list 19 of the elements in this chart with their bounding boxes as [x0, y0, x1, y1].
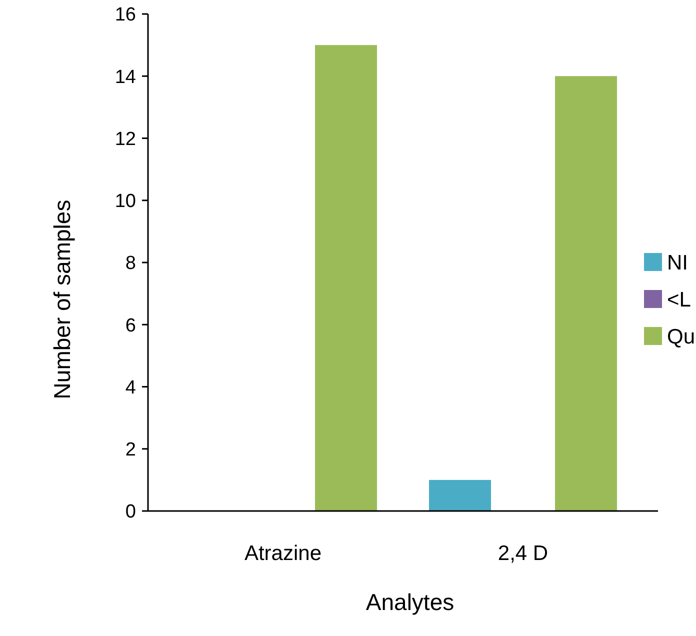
y-tick-label: 2: [125, 440, 136, 461]
y-tick-label: 12: [114, 128, 136, 150]
x-axis-title: Analytes: [366, 589, 454, 615]
bar: [315, 45, 377, 511]
legend-label: <L: [667, 288, 691, 312]
y-tick-label: 10: [114, 191, 136, 212]
legend-label: NI: [667, 251, 688, 274]
y-tick-label: 4: [125, 377, 136, 398]
y-tick-label: 8: [125, 253, 136, 274]
y-tick-label: 6: [125, 315, 136, 336]
legend-label: Qu: [667, 325, 696, 348]
y-tick-label: 0: [125, 502, 136, 523]
x-tick-label: Atrazine: [244, 542, 322, 565]
bar: [555, 76, 617, 511]
y-axis-title: Number of samples: [49, 200, 75, 400]
bar: [429, 480, 491, 511]
y-tick-label: 16: [114, 4, 136, 26]
x-tick-label: 2,4 D: [498, 542, 548, 565]
y-tick-label: 14: [114, 66, 136, 88]
